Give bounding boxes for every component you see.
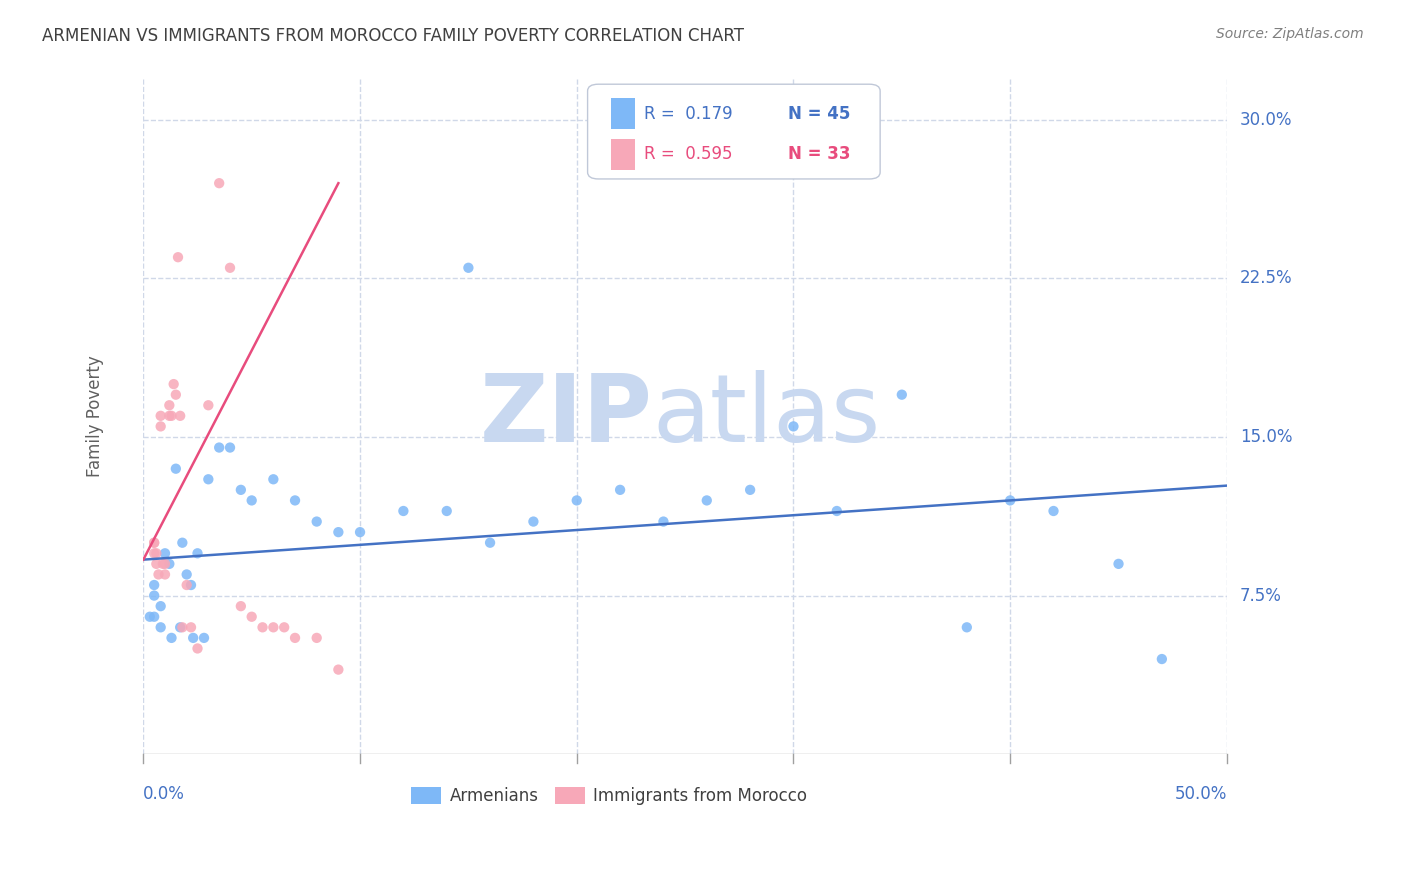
Text: 50.0%: 50.0%	[1174, 785, 1227, 803]
Text: ARMENIAN VS IMMIGRANTS FROM MOROCCO FAMILY POVERTY CORRELATION CHART: ARMENIAN VS IMMIGRANTS FROM MOROCCO FAMI…	[42, 27, 744, 45]
Text: ZIP: ZIP	[479, 370, 652, 462]
Text: Source: ZipAtlas.com: Source: ZipAtlas.com	[1216, 27, 1364, 41]
Point	[165, 387, 187, 401]
Point	[696, 493, 718, 508]
Text: N = 33: N = 33	[787, 145, 851, 163]
Point	[998, 493, 1021, 508]
Text: Family Poverty: Family Poverty	[86, 355, 104, 476]
Point	[145, 546, 167, 560]
Point	[740, 483, 762, 497]
Point	[149, 599, 172, 614]
Point	[229, 599, 252, 614]
Text: R =  0.179: R = 0.179	[644, 104, 733, 123]
Point	[176, 578, 198, 592]
Text: 22.5%: 22.5%	[1240, 269, 1292, 287]
Point	[1150, 652, 1173, 666]
Point	[457, 260, 479, 275]
Point	[176, 567, 198, 582]
Point	[167, 250, 190, 264]
Point	[172, 535, 194, 549]
Point	[153, 567, 176, 582]
Point	[157, 409, 180, 423]
Point	[219, 260, 242, 275]
Point	[160, 631, 183, 645]
Text: atlas: atlas	[652, 370, 880, 462]
Point	[479, 535, 502, 549]
Text: 30.0%: 30.0%	[1240, 111, 1292, 128]
Point	[157, 398, 180, 412]
Point	[143, 578, 166, 592]
Point	[956, 620, 979, 634]
Point	[163, 377, 186, 392]
Point	[149, 419, 172, 434]
Point	[1042, 504, 1064, 518]
Point	[143, 609, 166, 624]
Point	[160, 409, 183, 423]
FancyBboxPatch shape	[612, 139, 636, 169]
Legend: Armenians, Immigrants from Morocco: Armenians, Immigrants from Morocco	[402, 779, 815, 814]
Point	[219, 441, 242, 455]
Point	[149, 409, 172, 423]
Point	[145, 557, 167, 571]
Point	[522, 515, 544, 529]
Point	[143, 535, 166, 549]
Point	[172, 620, 194, 634]
Point	[143, 535, 166, 549]
Point	[193, 631, 215, 645]
Point	[152, 557, 174, 571]
FancyBboxPatch shape	[588, 84, 880, 179]
Point	[273, 620, 295, 634]
Point	[392, 504, 415, 518]
Point	[229, 483, 252, 497]
Text: 15.0%: 15.0%	[1240, 428, 1292, 446]
Point	[565, 493, 588, 508]
Point	[180, 578, 202, 592]
Point	[169, 620, 191, 634]
Point	[252, 620, 274, 634]
Point	[436, 504, 458, 518]
FancyBboxPatch shape	[612, 98, 636, 129]
Point	[305, 631, 328, 645]
Point	[143, 546, 166, 560]
Point	[208, 176, 231, 190]
Point	[153, 557, 176, 571]
Text: R =  0.595: R = 0.595	[644, 145, 733, 163]
Point	[197, 398, 219, 412]
Point	[284, 493, 307, 508]
Point	[153, 546, 176, 560]
Point	[157, 557, 180, 571]
Point	[180, 620, 202, 634]
Text: N = 45: N = 45	[787, 104, 851, 123]
Point	[890, 387, 912, 401]
Point	[208, 441, 231, 455]
Point	[139, 609, 162, 624]
Point	[328, 525, 350, 540]
Point	[825, 504, 848, 518]
Point	[262, 620, 284, 634]
Point	[782, 419, 804, 434]
Point	[1108, 557, 1130, 571]
Point	[240, 493, 263, 508]
Text: 7.5%: 7.5%	[1240, 587, 1282, 605]
Point	[186, 546, 208, 560]
Point	[148, 567, 170, 582]
Point	[652, 515, 675, 529]
Point	[197, 472, 219, 486]
Point	[240, 609, 263, 624]
Point	[181, 631, 204, 645]
Point	[349, 525, 371, 540]
Point	[284, 631, 307, 645]
Text: 0.0%: 0.0%	[143, 785, 186, 803]
Point	[186, 641, 208, 656]
Point	[143, 589, 166, 603]
Point	[262, 472, 284, 486]
Point	[169, 409, 191, 423]
Point	[609, 483, 631, 497]
Point	[305, 515, 328, 529]
Point	[165, 461, 187, 475]
Point	[149, 620, 172, 634]
Point	[328, 663, 350, 677]
